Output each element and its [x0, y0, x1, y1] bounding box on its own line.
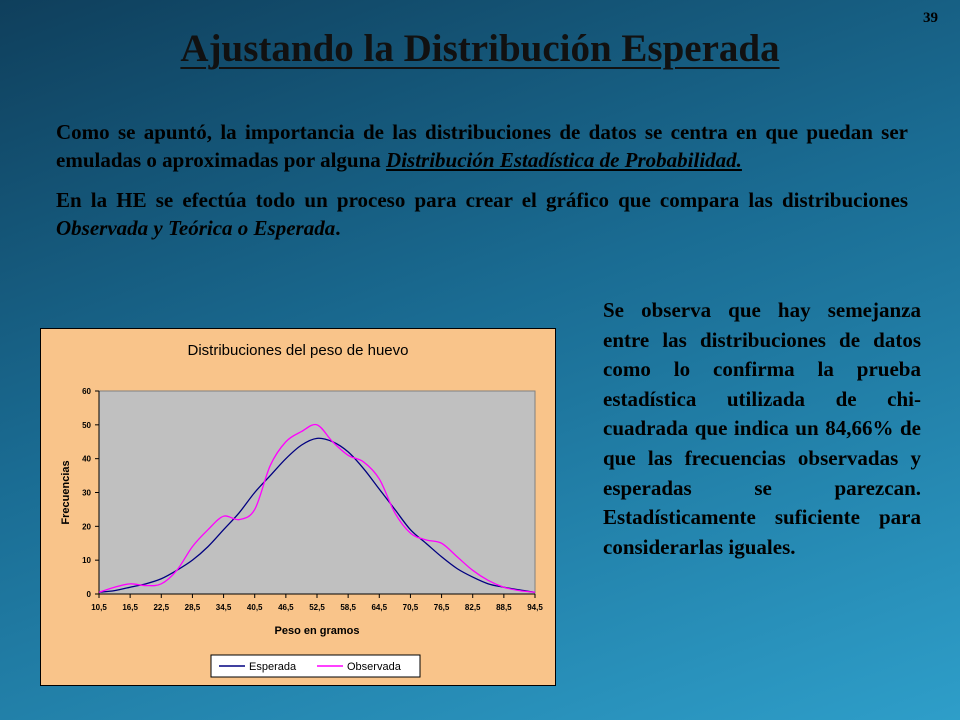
- series-line-observada: [98, 423, 536, 593]
- x-tick-label: 40,5: [247, 603, 263, 612]
- distribution-link-text: Distribución Estadística de Probabilidad…: [386, 148, 742, 172]
- y-tick-label: 0: [87, 590, 92, 599]
- plot-area: [98, 390, 536, 595]
- side-explanation: Se observa que hay semejanza entre las d…: [603, 298, 921, 559]
- x-tick-label: 34,5: [216, 603, 232, 612]
- x-tick-label: 52,5: [309, 603, 325, 612]
- paragraph-2: En la HE se efectúa todo un proceso para…: [56, 186, 908, 242]
- legend-label-observada: Observada: [347, 661, 402, 673]
- x-tick-label: 70,5: [403, 603, 419, 612]
- paragraph-1-text: Como se apuntó, la importancia de las di…: [56, 120, 908, 172]
- x-tick-label: 94,5: [527, 603, 543, 612]
- x-tick-label: 76,5: [434, 603, 450, 612]
- legend-box: [210, 654, 421, 678]
- x-tick-label: 22,5: [153, 603, 169, 612]
- x-tick-label: 16,5: [122, 603, 138, 612]
- y-axis-label: Frecuencias: [60, 460, 72, 524]
- paragraph-2-emphasis: Observada y Teórica o Esperada: [56, 216, 336, 240]
- paragraph-1: Como se apuntó, la importancia de las di…: [56, 118, 908, 174]
- paragraph-2-end: .: [335, 216, 341, 240]
- y-tick-label: 30: [82, 489, 91, 498]
- chart-title: Distribuciones del peso de huevo: [188, 342, 409, 359]
- x-tick-label: 88,5: [496, 603, 512, 612]
- x-tick-label: 46,5: [278, 603, 294, 612]
- x-axis-label: Peso en gramos: [275, 625, 360, 637]
- y-tick-label: 60: [82, 387, 91, 396]
- x-tick-label: 10,5: [91, 603, 107, 612]
- legend: Esperada Observada: [210, 654, 421, 678]
- x-tick-label: 82,5: [465, 603, 481, 612]
- paragraph-2-text: En la HE se efectúa todo un proceso para…: [56, 188, 908, 212]
- intro-text: Como se apuntó, la importancia de las di…: [56, 118, 908, 254]
- y-tick-label: 40: [82, 455, 91, 464]
- y-tick-label: 20: [82, 522, 91, 531]
- y-tick-label: 10: [82, 556, 91, 565]
- series-line-esperada: [98, 437, 536, 593]
- x-tick-label: 58,5: [340, 603, 356, 612]
- distribution-chart: Distribuciones del peso de huevo 0 10 20 30 4…: [60, 342, 543, 678]
- x-tick-label: 28,5: [185, 603, 201, 612]
- y-tick-label: 50: [82, 421, 91, 430]
- page-number: 39: [923, 10, 938, 26]
- chart-container: Distribuciones del peso de huevo 0 10 20 30 4…: [40, 328, 556, 686]
- legend-label-esperada: Esperada: [249, 661, 297, 673]
- slide-title: Ajustando la Distribución Esperada: [180, 27, 780, 70]
- x-tick-label: 64,5: [371, 603, 387, 612]
